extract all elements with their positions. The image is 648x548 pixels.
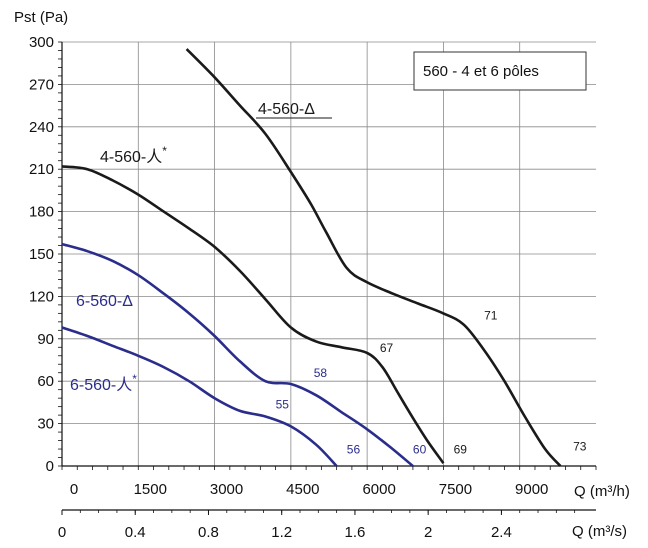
point-annotation: 69 [454, 443, 468, 457]
series-label-text: 4-560-人 [100, 148, 162, 166]
series-label-superscript: * [162, 144, 167, 158]
x-axis-ticks-m3h: 0 1500 3000 4500 6000 7500 9000 [70, 481, 549, 498]
y-tick-label: 240 [29, 119, 54, 136]
series-lines [61, 48, 562, 468]
grid [58, 41, 597, 470]
series-label: 6-560-人* [70, 372, 137, 394]
legend-title: 560 - 4 et 6 pôles [423, 63, 539, 80]
point-annotation: 60 [413, 443, 427, 457]
y-tick-label: 90 [37, 331, 54, 348]
legend-box [413, 51, 587, 91]
y-tick-label: 270 [29, 76, 54, 93]
point-annotation: 73 [573, 440, 587, 454]
x-tick-label-m3h: 4500 [286, 481, 319, 498]
point-annotation: 71 [484, 308, 498, 322]
x-tick-label-m3h: 9000 [515, 481, 548, 498]
point-annotation: 55 [276, 397, 290, 411]
point-annotation: 67 [380, 341, 394, 355]
series-line [185, 48, 562, 467]
x-tick-label-m3h: 0 [70, 481, 78, 498]
series-line [61, 242, 414, 468]
series-labels: 4-560-Δ4-560-人*6-560-Δ6-560-人* [70, 101, 332, 394]
point-annotations: 71 73 67 69 58 55 60 56 [276, 308, 587, 456]
series-label: 6-560-Δ [76, 293, 133, 310]
x-tick-label-m3h: 1500 [134, 481, 167, 498]
x-tick-label-m3h: 3000 [210, 481, 243, 498]
y-tick-label: 60 [37, 373, 54, 390]
y-tick-label: 180 [29, 204, 54, 221]
series-line [61, 165, 445, 464]
x-tick-label-m3s: 0 [58, 524, 66, 541]
x-axis-ticks-m3s: 0 0.4 0.8 1.2 1.6 2 2.4 [58, 509, 596, 541]
y-axis-ticks: 0 30 60 90 120 150 180 210 240 270 300 [29, 34, 54, 475]
y-tick-label: 150 [29, 246, 54, 263]
point-annotation: 58 [314, 366, 328, 380]
x-tick-label-m3s: 2.4 [491, 524, 512, 541]
series-label: 4-560-Δ [258, 101, 315, 118]
series-label-text: 4-560-Δ [258, 101, 315, 118]
point-annotation: 56 [347, 443, 361, 457]
series-line [61, 326, 338, 467]
y-tick-label: 300 [29, 34, 54, 51]
series-label: 4-560-人* [100, 144, 167, 166]
y-tick-label: 120 [29, 288, 54, 305]
x-tick-label-m3s: 1.2 [271, 524, 292, 541]
y-axis-title: Pst (Pa) [14, 9, 68, 26]
series-label-text: 6-560-人 [70, 376, 132, 394]
x-tick-label-m3h: 7500 [439, 481, 472, 498]
x-axis-title-m3s: Q (m³/s) [572, 523, 627, 540]
x-tick-label-m3h: 6000 [362, 481, 395, 498]
series-label-text: 6-560-Δ [76, 293, 133, 310]
y-tick-label: 30 [37, 416, 54, 433]
x-tick-label-m3s: 0.8 [198, 524, 219, 541]
y-tick-label: 210 [29, 161, 54, 178]
x-tick-label-m3s: 1.6 [345, 524, 366, 541]
series-label-superscript: * [132, 372, 137, 386]
x-tick-label-m3s: 0.4 [125, 524, 146, 541]
x-tick-label-m3s: 2 [424, 524, 432, 541]
y-tick-label: 0 [46, 458, 54, 475]
x-axis-title-m3h: Q (m³/h) [574, 483, 630, 500]
